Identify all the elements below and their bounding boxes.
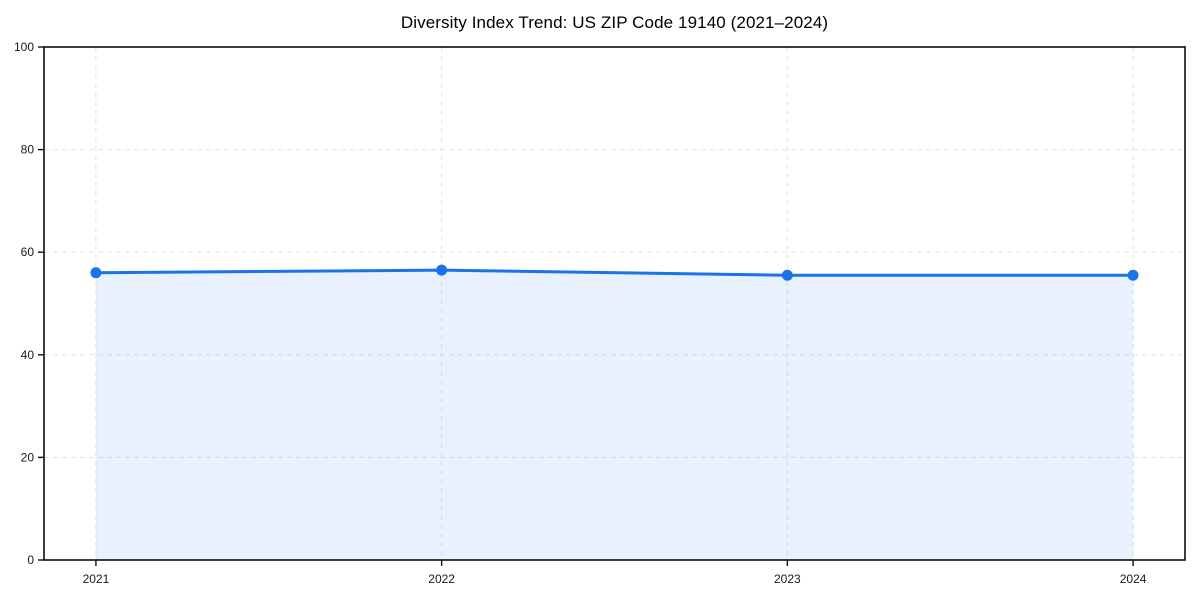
y-axis-tick-label: 40 xyxy=(21,348,35,362)
axes-frame xyxy=(43,46,1186,561)
data-point-marker xyxy=(781,269,793,281)
chart-title: Diversity Index Trend: US ZIP Code 19140… xyxy=(400,13,829,32)
y-axis-tick-label: 80 xyxy=(21,143,35,157)
y-axis-tick-label: 100 xyxy=(14,40,34,54)
x-axis-tick-label: 2022 xyxy=(428,572,455,586)
y-axis-tick-label: 20 xyxy=(21,450,35,464)
data-point-marker xyxy=(436,264,448,276)
data-point-marker xyxy=(90,267,102,279)
y-axis-tick-label: 60 xyxy=(21,245,35,259)
x-axis-tick-label: 2023 xyxy=(774,572,801,586)
trend-line xyxy=(94,268,1135,277)
x-axis-tick-label: 2024 xyxy=(1120,572,1147,586)
x-axis-tick-label: 2021 xyxy=(83,572,110,586)
y-axis-tick-label: 0 xyxy=(27,553,34,567)
data-point-marker xyxy=(1127,269,1139,281)
area-fill xyxy=(95,270,1134,560)
